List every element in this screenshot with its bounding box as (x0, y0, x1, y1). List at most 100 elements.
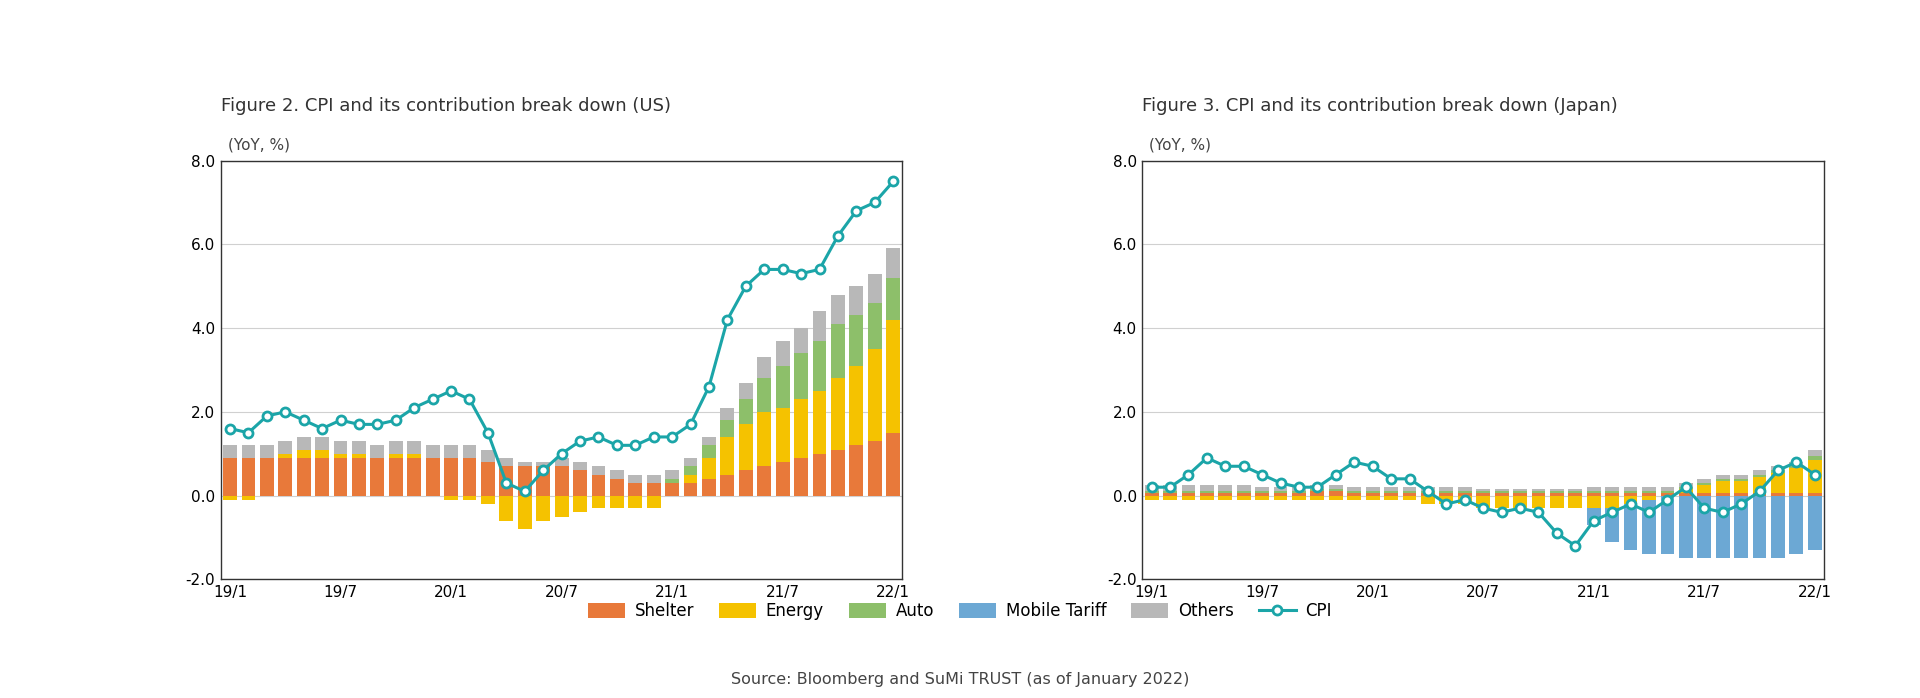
Bar (1569, 496, 1582, 508)
Bar (1164, 493, 1177, 496)
Bar (1384, 493, 1398, 496)
Bar (315, 458, 328, 496)
Bar (1549, 491, 1563, 493)
Bar (1219, 485, 1233, 491)
Bar (611, 496, 624, 508)
Bar (812, 454, 826, 496)
Bar (1311, 491, 1325, 496)
Bar (1809, 456, 1822, 460)
Bar (1789, 462, 1803, 466)
Bar (776, 366, 789, 408)
Text: Source: Bloomberg and SuMi TRUST (as of January 2022): Source: Bloomberg and SuMi TRUST (as of … (732, 672, 1188, 687)
Bar (1329, 491, 1342, 496)
Bar (1716, 496, 1730, 558)
Bar (223, 458, 236, 496)
Bar (1440, 496, 1453, 504)
Bar (756, 378, 772, 412)
Bar (1716, 481, 1730, 493)
Text: (YoY, %): (YoY, %) (1150, 138, 1212, 152)
Bar (223, 496, 236, 500)
Bar (371, 458, 384, 496)
Bar (1697, 483, 1711, 485)
Bar (444, 496, 459, 500)
Bar (887, 248, 900, 278)
Bar (1144, 493, 1158, 496)
Bar (1365, 491, 1380, 493)
Bar (1624, 493, 1638, 496)
Bar (1476, 493, 1490, 496)
Bar (1513, 493, 1526, 496)
Bar (1532, 489, 1546, 491)
Bar (1734, 479, 1747, 481)
Bar (315, 450, 328, 458)
Bar (1236, 496, 1250, 500)
Bar (1311, 489, 1325, 491)
Bar (1678, 493, 1693, 496)
Bar (1624, 496, 1638, 504)
Bar (1273, 493, 1288, 496)
Bar (1329, 485, 1342, 489)
Bar (1734, 496, 1747, 558)
Bar (1605, 493, 1619, 496)
Bar (1642, 493, 1655, 496)
Bar (463, 458, 476, 496)
Bar (628, 496, 641, 508)
Bar (628, 475, 641, 483)
Bar (1200, 496, 1213, 500)
Text: Figure 2. CPI and its contribution break down (US): Figure 2. CPI and its contribution break… (221, 97, 670, 115)
Bar (536, 462, 551, 466)
Bar (684, 466, 697, 475)
Bar (1586, 496, 1601, 508)
Bar (536, 466, 551, 496)
Bar (1770, 466, 1786, 470)
Bar (1789, 496, 1803, 554)
Bar (1457, 491, 1473, 493)
Bar (1809, 496, 1822, 550)
Bar (611, 470, 624, 479)
Bar (1457, 493, 1473, 496)
Bar (1181, 493, 1196, 496)
Bar (1181, 491, 1196, 493)
Bar (739, 383, 753, 399)
Bar (1164, 485, 1177, 491)
Bar (1753, 470, 1766, 475)
Bar (1809, 460, 1822, 493)
Bar (1549, 489, 1563, 491)
Bar (1144, 491, 1158, 493)
Bar (1144, 485, 1158, 491)
Bar (795, 328, 808, 353)
Bar (1624, 491, 1638, 493)
Bar (259, 445, 275, 458)
Bar (739, 424, 753, 470)
Bar (611, 479, 624, 496)
Text: Figure 3. CPI and its contribution break down (Japan): Figure 3. CPI and its contribution break… (1142, 97, 1619, 115)
Bar (499, 458, 513, 466)
Bar (739, 470, 753, 496)
Bar (1421, 491, 1434, 493)
Bar (1770, 473, 1786, 493)
Bar (720, 437, 733, 475)
Bar (334, 458, 348, 496)
Bar (1384, 496, 1398, 500)
Bar (371, 445, 384, 458)
Bar (1661, 493, 1674, 496)
Bar (1549, 496, 1563, 508)
Bar (1256, 496, 1269, 500)
Bar (1753, 475, 1766, 477)
Bar (1678, 483, 1693, 487)
Bar (628, 483, 641, 496)
Bar (1200, 491, 1213, 493)
Bar (1384, 487, 1398, 491)
Bar (1219, 496, 1233, 500)
Bar (1569, 491, 1582, 493)
Bar (887, 433, 900, 496)
Bar (1494, 491, 1509, 493)
Bar (1753, 496, 1766, 558)
Bar (1348, 496, 1361, 500)
Bar (1329, 489, 1342, 491)
Bar (1734, 475, 1747, 479)
Bar (684, 483, 697, 496)
Bar (1494, 496, 1509, 508)
Bar (720, 475, 733, 496)
Bar (664, 470, 680, 479)
